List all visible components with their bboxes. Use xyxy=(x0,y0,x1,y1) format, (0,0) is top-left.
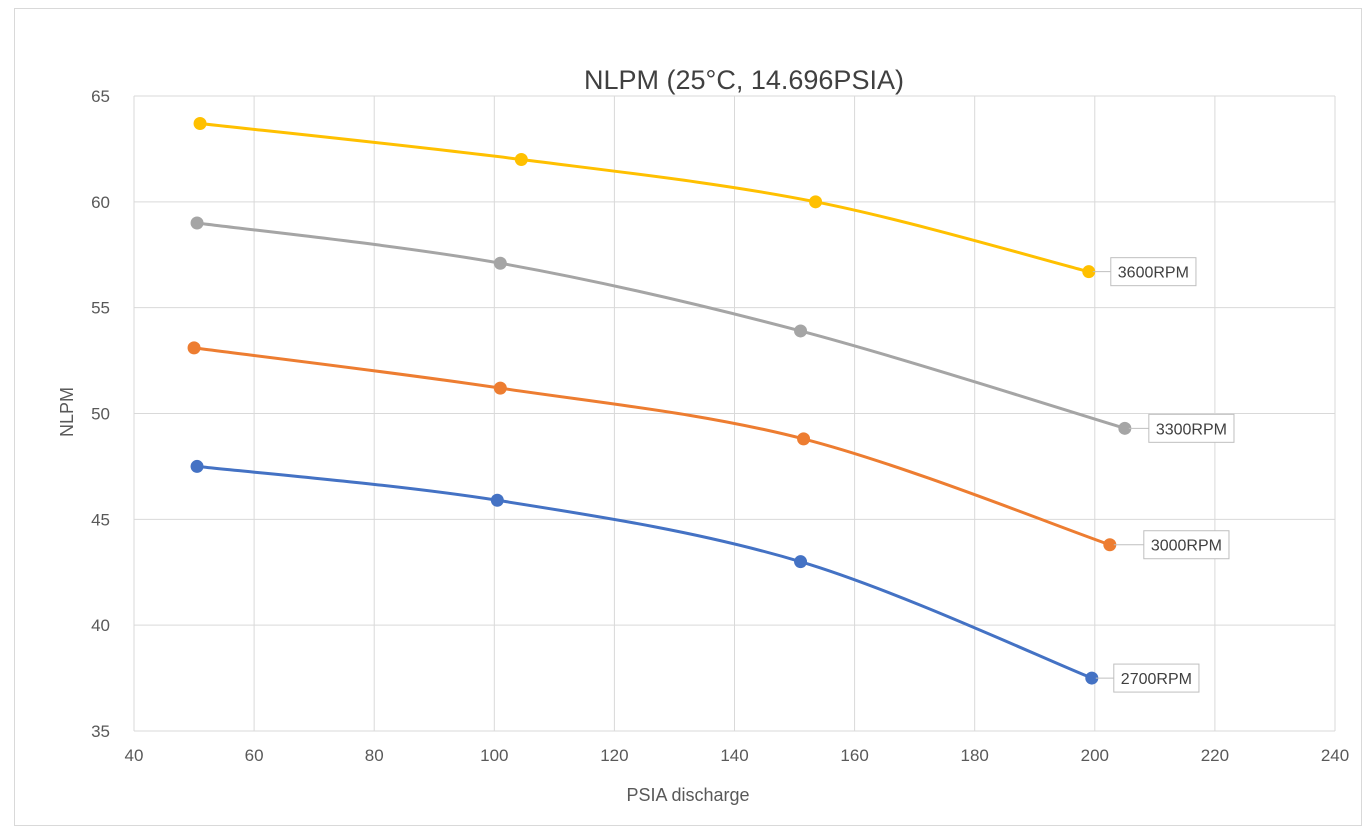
data-label-box xyxy=(1113,663,1200,693)
chart-frame: 40 60 80 100 120 140 160 180 200 220 240 35 40 45 50 55… xyxy=(14,8,1362,826)
data-point-2700rpm xyxy=(1085,671,1099,685)
data-point-3300rpm xyxy=(794,324,808,338)
y-tick-label: 55 xyxy=(91,299,110,318)
gridlines xyxy=(133,95,1336,732)
x-tick-label: 80 xyxy=(365,746,384,765)
y-tick-label: 60 xyxy=(91,193,110,212)
data-label-box xyxy=(1110,257,1197,287)
data-point-3300rpm xyxy=(493,256,507,270)
x-tick-label: 200 xyxy=(1081,746,1109,765)
data-points xyxy=(187,117,1132,685)
data-point-3600rpm xyxy=(1082,265,1096,279)
x-tick-label: 140 xyxy=(720,746,748,765)
data-label-text: 3600RPM xyxy=(1118,265,1189,282)
x-tick-label: 40 xyxy=(125,746,144,765)
data-label-2700rpm: 2700RPM xyxy=(1095,663,1200,693)
x-tick-label: 120 xyxy=(600,746,628,765)
series-line-3000rpm xyxy=(192,346,1112,547)
tick-labels: 40 60 80 100 120 140 160 180 200 220 240 35 40 45 50 55… xyxy=(91,87,1349,765)
x-tick-label: 160 xyxy=(840,746,868,765)
data-point-3600rpm xyxy=(514,153,528,166)
line-chart: 40 60 80 100 120 140 160 180 200 220 240 35 40 45 50 55… xyxy=(57,65,1349,805)
series-line-2700rpm xyxy=(195,464,1094,680)
series-line-3300rpm xyxy=(195,221,1127,430)
data-point-2700rpm xyxy=(794,555,808,569)
data-label-3000rpm: 3000RPM xyxy=(1113,530,1230,560)
chart-title: NLPM (25°C, 14.696PSIA) xyxy=(584,65,904,95)
x-tick-label: 180 xyxy=(961,746,989,765)
x-tick-label: 240 xyxy=(1321,746,1349,765)
x-tick-label: 220 xyxy=(1201,746,1229,765)
data-point-3000rpm xyxy=(797,432,811,446)
data-point-2700rpm xyxy=(190,459,204,473)
y-tick-label: 50 xyxy=(91,405,110,424)
data-label-3600rpm: 3600RPM xyxy=(1092,257,1197,287)
data-point-3000rpm xyxy=(187,341,201,355)
y-tick-label: 40 xyxy=(91,616,110,635)
data-label-box xyxy=(1143,530,1230,560)
data-label-text: 2700RPM xyxy=(1121,671,1192,688)
data-point-3600rpm xyxy=(193,117,207,131)
data-point-2700rpm xyxy=(490,493,504,507)
data-label-text: 3300RPM xyxy=(1156,421,1227,438)
y-axis-title: NLPM xyxy=(57,387,77,437)
data-point-3300rpm xyxy=(190,216,204,230)
y-tick-label: 65 xyxy=(91,87,110,106)
x-tick-label: 60 xyxy=(245,746,264,765)
data-label-box xyxy=(1148,413,1235,443)
x-tick-label: 100 xyxy=(480,746,508,765)
data-label-text: 3000RPM xyxy=(1151,538,1222,555)
data-point-3300rpm xyxy=(1118,421,1132,435)
x-axis-title: PSIA discharge xyxy=(626,785,749,805)
data-point-3600rpm xyxy=(809,195,823,209)
y-tick-label: 45 xyxy=(91,510,110,529)
data-point-3000rpm xyxy=(493,381,507,395)
series-line-3600rpm xyxy=(198,122,1091,274)
series-lines xyxy=(192,122,1127,680)
data-point-3000rpm xyxy=(1103,538,1117,552)
data-label-3300rpm: 3300RPM xyxy=(1128,413,1235,443)
data-labels: 2700RPM 3000RPM 3300RPM 3600RPM xyxy=(1092,257,1235,693)
y-tick-label: 35 xyxy=(91,722,110,741)
